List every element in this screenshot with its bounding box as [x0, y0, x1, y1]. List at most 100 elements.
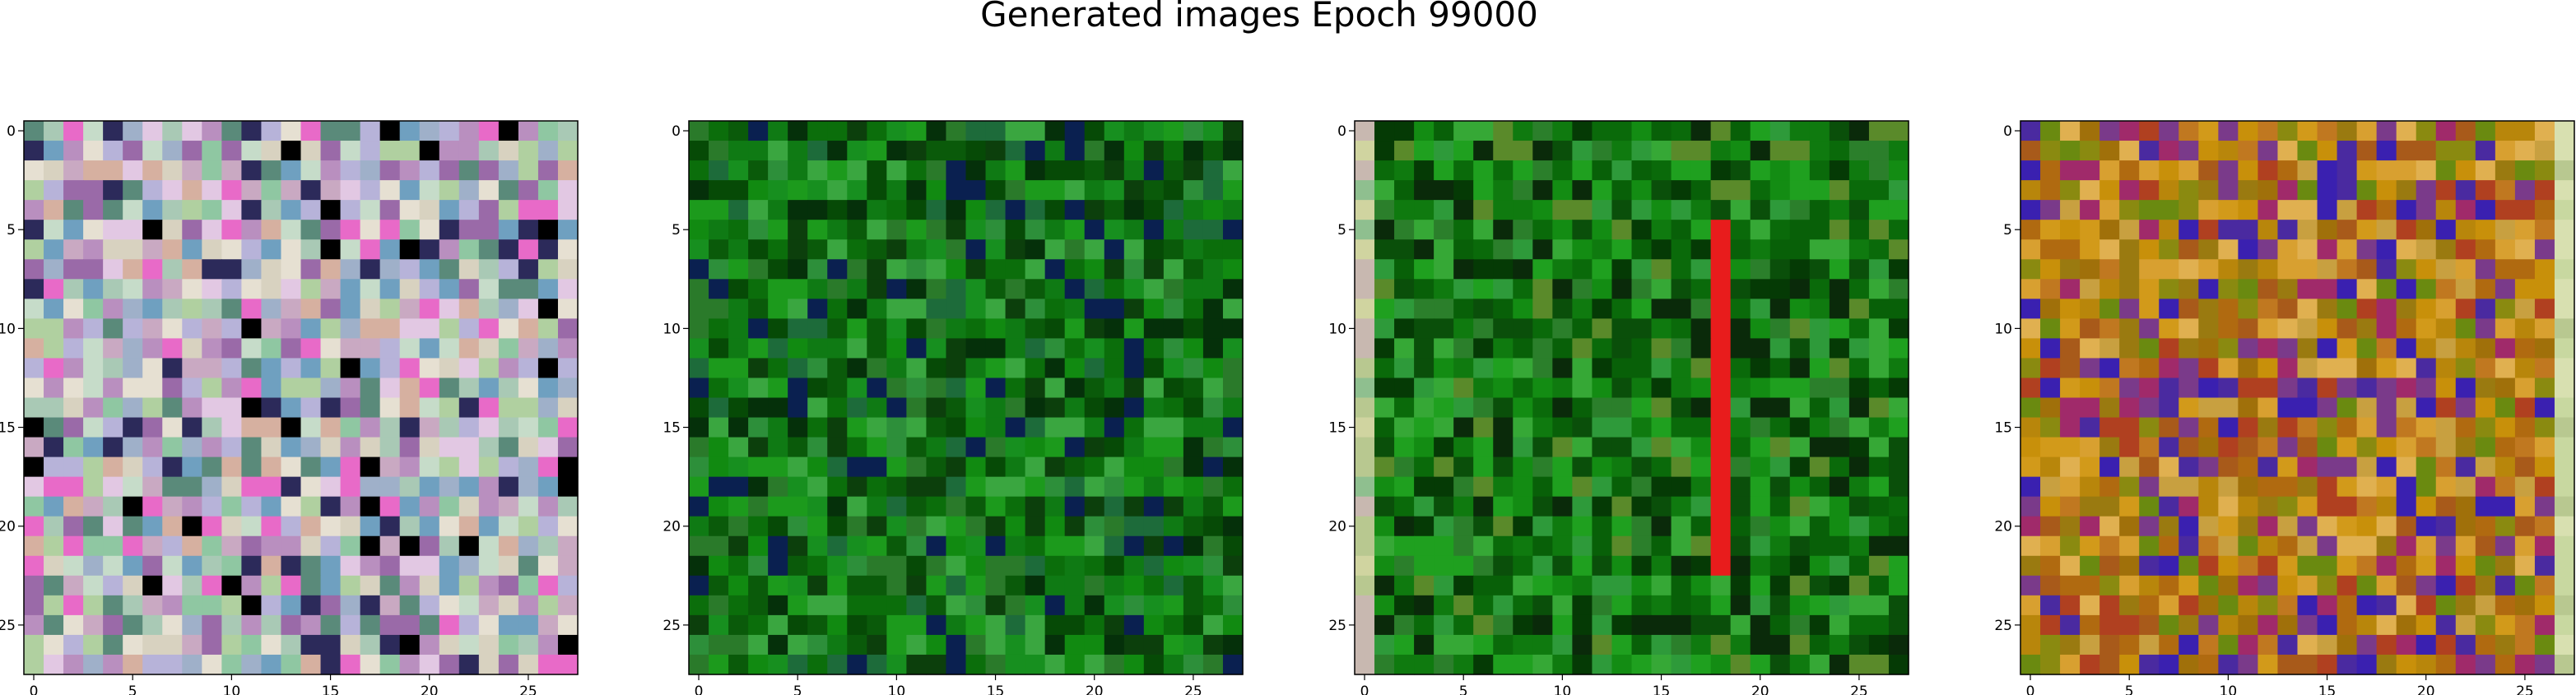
pixel-cell: [1064, 338, 1086, 359]
pixel-cell: [1202, 535, 1224, 557]
pixel-cell: [1829, 200, 1850, 220]
pixel-cell: [1143, 378, 1165, 399]
pixel-cell: [1202, 239, 1224, 260]
pixel-cell: [1572, 496, 1593, 517]
pixel-cell: [360, 121, 381, 141]
pixel-cell: [44, 516, 64, 537]
pixel-cell: [946, 437, 967, 458]
pixel-cell: [2455, 378, 2476, 399]
pixel-cell: [946, 595, 967, 616]
pixel-cell: [1730, 417, 1751, 438]
pixel-cell: [788, 535, 808, 557]
pixel-cell: [2277, 595, 2299, 616]
pixel-cell: [1769, 634, 1791, 656]
pixel-cell: [221, 634, 242, 656]
pixel-cell: [2060, 239, 2081, 260]
pixel-cell: [439, 318, 460, 339]
y-tick-label: 25: [0, 618, 16, 634]
pixel-cell: [1434, 496, 1454, 517]
pixel-cell: [906, 654, 928, 675]
pixel-cell: [2198, 535, 2219, 557]
pixel-cell: [1532, 279, 1553, 299]
pixel-cell: [1730, 239, 1751, 260]
pixel-cell: [1868, 160, 1890, 181]
pixel-cell: [399, 121, 421, 141]
pixel-cell: [1123, 279, 1145, 299]
pixel-cell: [2356, 378, 2378, 399]
pixel-cell: [2534, 220, 2555, 240]
pixel-cell: [926, 259, 947, 280]
pixel-cell: [2099, 634, 2120, 656]
pixel-cell: [103, 417, 123, 438]
pixel-cell: [241, 595, 263, 616]
pixel-cell: [1394, 417, 1415, 438]
pixel-cell: [1868, 437, 1890, 458]
pixel-cell: [63, 654, 84, 675]
pixel-cell: [340, 575, 361, 596]
pixel-cell: [1651, 299, 1672, 319]
pixel-cell: [906, 239, 928, 260]
pixel-cell: [1222, 555, 1244, 577]
pixel-cell: [1848, 358, 1870, 379]
pixel-cell: [458, 516, 480, 537]
pixel-cell: [768, 141, 788, 161]
pixel-cell: [926, 200, 947, 220]
pixel-cell: [768, 279, 788, 299]
pixel-cell: [2514, 555, 2536, 577]
pixel-cell: [123, 358, 143, 379]
pixel-cell: [2218, 358, 2239, 379]
x-tick-label: 0: [1360, 683, 1369, 695]
pixel-cell: [1084, 535, 1105, 557]
pixel-cell: [1123, 516, 1145, 537]
pixel-cell: [2396, 397, 2417, 419]
pixel-cell: [1434, 180, 1454, 201]
pixel-cell: [906, 200, 928, 220]
pixel-cell: [1222, 180, 1244, 201]
pixel-cell: [419, 200, 440, 220]
pixel-cell: [2277, 160, 2299, 181]
pixel-cell: [2495, 180, 2516, 201]
pixel-cell: [2099, 318, 2120, 339]
pixel-cell: [537, 160, 559, 181]
pixel-cell: [867, 358, 887, 379]
pixel-cell: [340, 397, 361, 419]
pixel-cell: [202, 456, 222, 478]
pixel-cell: [2238, 141, 2259, 161]
pixel-cell: [83, 299, 104, 319]
pixel-cell: [2198, 200, 2219, 220]
pixel-cell: [1163, 121, 1184, 141]
pixel-cell: [1394, 318, 1415, 339]
pixel-cell: [1473, 220, 1494, 240]
pixel-cell: [2554, 437, 2575, 458]
pixel-cell: [2356, 397, 2378, 419]
pixel-cell: [1552, 378, 1573, 399]
pixel-cell: [2416, 299, 2437, 319]
pixel-cell: [1355, 595, 1375, 616]
pixel-cell: [1394, 614, 1415, 636]
pixel-cell: [1651, 180, 1672, 201]
pixel-cell: [1434, 476, 1454, 498]
pixel-cell: [2218, 299, 2239, 319]
pixel-cell: [300, 437, 322, 458]
pixel-cell: [2159, 121, 2179, 141]
pixel-cell: [965, 575, 987, 596]
pixel-cell: [1572, 121, 1593, 141]
pixel-cell: [748, 299, 769, 319]
pixel-cell: [788, 358, 808, 379]
pixel-cell: [261, 200, 282, 220]
pixel-cell: [926, 338, 947, 359]
pixel-cell: [1552, 338, 1573, 359]
pixel-cell: [788, 259, 808, 280]
pixel-cell: [1750, 397, 1771, 419]
pixel-cell: [360, 496, 381, 517]
pixel-cell: [2020, 318, 2041, 339]
pixel-cell: [2159, 654, 2179, 675]
pixel-cell: [518, 141, 539, 161]
pixel-cell: [1453, 397, 1474, 419]
pixel-cell: [1888, 555, 1909, 577]
pixel-cell: [63, 318, 84, 339]
pixel-cell: [728, 595, 749, 616]
pixel-cell: [261, 299, 282, 319]
pixel-cell: [788, 160, 808, 181]
pixel-cell: [1493, 397, 1514, 419]
